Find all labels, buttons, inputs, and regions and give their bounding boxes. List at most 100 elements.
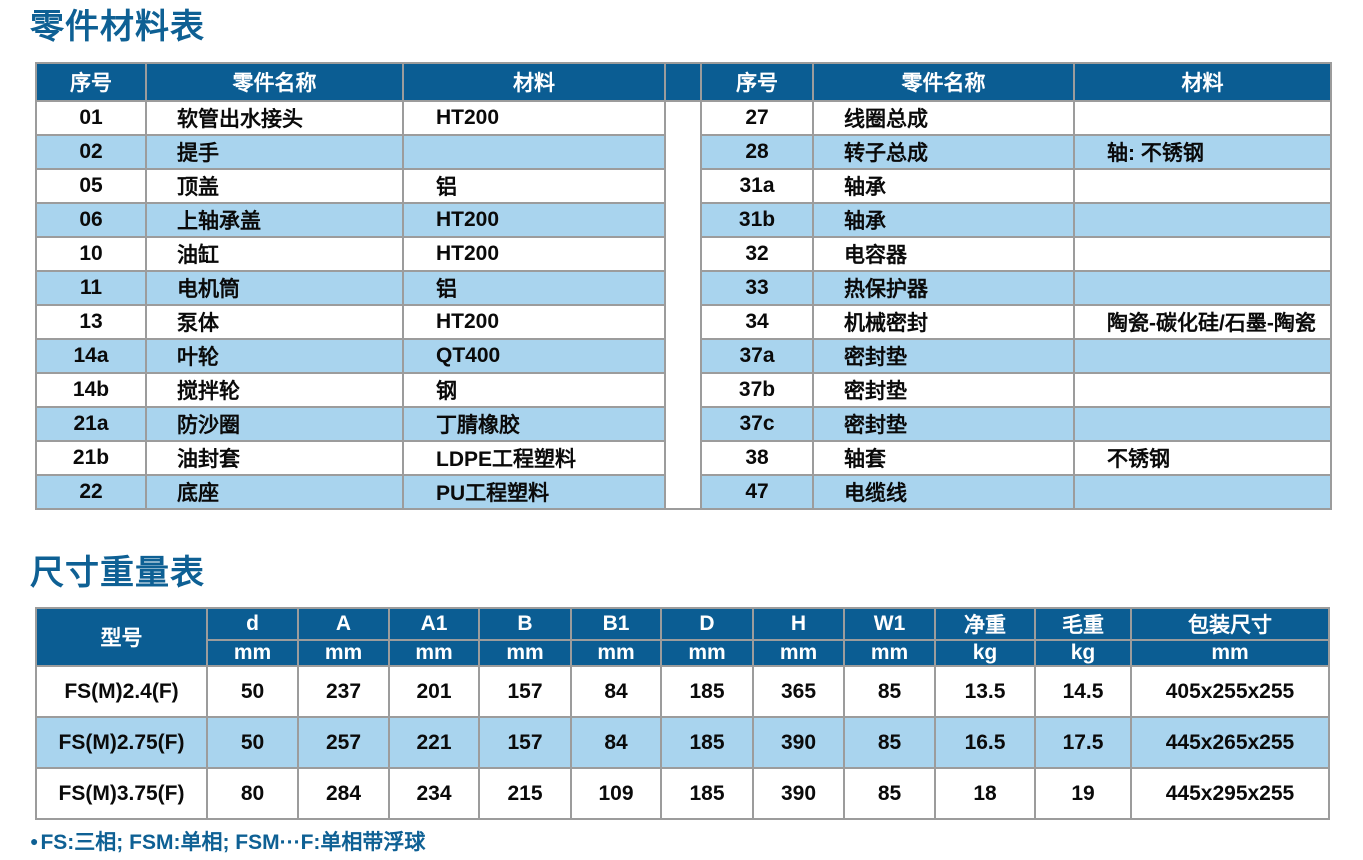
part-no: 14b	[35, 372, 147, 408]
part-material: LDPE工程塑料	[402, 440, 666, 476]
spacer-cell	[664, 169, 702, 203]
part-no: 10	[35, 236, 147, 272]
part-no: 37a	[700, 338, 814, 374]
value-cell: 157	[478, 716, 572, 769]
value-cell: 445x265x255	[1130, 716, 1330, 769]
part-material	[402, 134, 666, 170]
spacer-cell	[664, 305, 702, 339]
parts-row: 10 油缸 HT200 32 电容器	[35, 236, 1332, 272]
value-cell: 157	[478, 665, 572, 718]
value-cell: 237	[297, 665, 390, 718]
value-cell: 84	[570, 665, 662, 718]
value-cell: 16.5	[934, 716, 1036, 769]
part-name: 叶轮	[145, 338, 404, 374]
value-cell: 80	[206, 767, 299, 820]
header-a1: A1	[388, 607, 480, 641]
header-a: A	[297, 607, 390, 641]
part-material	[1073, 270, 1332, 306]
header-name-right: 零件名称	[812, 62, 1075, 102]
part-no: 06	[35, 202, 147, 238]
value-cell: 19	[1034, 767, 1132, 820]
part-name: 轴套	[812, 440, 1075, 476]
part-name: 电缆线	[812, 474, 1075, 510]
part-material: HT200	[402, 100, 666, 136]
part-no: 37c	[700, 406, 814, 442]
header-model: 型号	[35, 607, 208, 667]
part-no: 05	[35, 168, 147, 204]
part-no: 34	[700, 304, 814, 340]
value-cell: 221	[388, 716, 480, 769]
header-d: d	[206, 607, 299, 641]
model-legend-footnote: ●FS:三相; FSM:单相; FSM···F:单相带浮球	[30, 826, 425, 856]
part-name: 搅拌轮	[145, 372, 404, 408]
part-no: 31b	[700, 202, 814, 238]
part-material	[1073, 474, 1332, 510]
part-no: 33	[700, 270, 814, 306]
part-name: 密封垫	[812, 338, 1075, 374]
part-material: HT200	[402, 236, 666, 272]
header-net-weight: 净重	[934, 607, 1036, 641]
value-cell: 257	[297, 716, 390, 769]
part-material: HT200	[402, 304, 666, 340]
unit-b: mm	[478, 639, 572, 667]
header-no-right: 序号	[700, 62, 814, 102]
unit-h: mm	[752, 639, 845, 667]
value-cell: 185	[660, 716, 754, 769]
part-name: 轴承	[812, 202, 1075, 238]
value-cell: 85	[843, 767, 936, 820]
part-name: 转子总成	[812, 134, 1075, 170]
value-cell: 50	[206, 665, 299, 718]
part-name: 油封套	[145, 440, 404, 476]
parts-row: 21a 防沙圈 丁腈橡胶 37c 密封垫	[35, 406, 1332, 442]
dims-row: FS(M)3.75(F) 80 284 234 215 109 185 390 …	[35, 767, 1330, 820]
header-b1: B1	[570, 607, 662, 641]
part-name: 顶盖	[145, 168, 404, 204]
unit-a: mm	[297, 639, 390, 667]
parts-row: 21b 油封套 LDPE工程塑料 38 轴套 不锈钢	[35, 440, 1332, 476]
header-b: B	[478, 607, 572, 641]
value-cell: 85	[843, 716, 936, 769]
unit-w1: mm	[843, 639, 936, 667]
part-no: 02	[35, 134, 147, 170]
part-material: PU工程塑料	[402, 474, 666, 510]
footnote-text: FS:三相; FSM:单相; FSM···F:单相带浮球	[40, 831, 426, 854]
parts-row: 01 软管出水接头 HT200 27 线圈总成	[35, 100, 1332, 136]
part-material	[1073, 372, 1332, 408]
dims-row: FS(M)2.4(F) 50 237 201 157 84 185 365 85…	[35, 665, 1330, 718]
value-cell: 405x255x255	[1130, 665, 1330, 718]
value-cell: 50	[206, 716, 299, 769]
bullet-icon: ●	[30, 833, 39, 849]
part-material	[1073, 100, 1332, 136]
header-name-left: 零件名称	[145, 62, 404, 102]
value-cell: 284	[297, 767, 390, 820]
part-name: 密封垫	[812, 372, 1075, 408]
value-cell: 85	[843, 665, 936, 718]
header-gross-weight: 毛重	[1034, 607, 1132, 641]
value-cell: 185	[660, 767, 754, 820]
part-no: 28	[700, 134, 814, 170]
part-material	[1073, 338, 1332, 374]
parts-material-table: 序号 零件名称 材料 序号 零件名称 材料 01 软管出水接头 HT200 27…	[35, 62, 1332, 510]
part-material: 不锈钢	[1073, 440, 1332, 476]
part-name: 底座	[145, 474, 404, 510]
part-name: 软管出水接头	[145, 100, 404, 136]
value-cell: 234	[388, 767, 480, 820]
value-cell: 109	[570, 767, 662, 820]
part-material: 铝	[402, 168, 666, 204]
part-material: HT200	[402, 202, 666, 238]
part-name: 轴承	[812, 168, 1075, 204]
part-no: 01	[35, 100, 147, 136]
part-material	[1073, 202, 1332, 238]
part-name: 电机筒	[145, 270, 404, 306]
parts-table-title: 零件材料表	[30, 8, 205, 46]
parts-row: 14a 叶轮 QT400 37a 密封垫	[35, 338, 1332, 374]
unit-net-weight: kg	[934, 639, 1036, 667]
dimensions-weight-table: 型号 d A A1 B B1 D H W1 净重 毛重 包装尺寸 mm mm m…	[35, 607, 1330, 820]
value-cell: 18	[934, 767, 1036, 820]
dims-row: FS(M)2.75(F) 50 257 221 157 84 185 390 8…	[35, 716, 1330, 769]
parts-row: 02 提手 28 转子总成 轴: 不锈钢	[35, 134, 1332, 170]
spacer-cell	[664, 441, 702, 475]
spacer-cell	[664, 237, 702, 271]
part-no: 32	[700, 236, 814, 272]
part-no: 31a	[700, 168, 814, 204]
